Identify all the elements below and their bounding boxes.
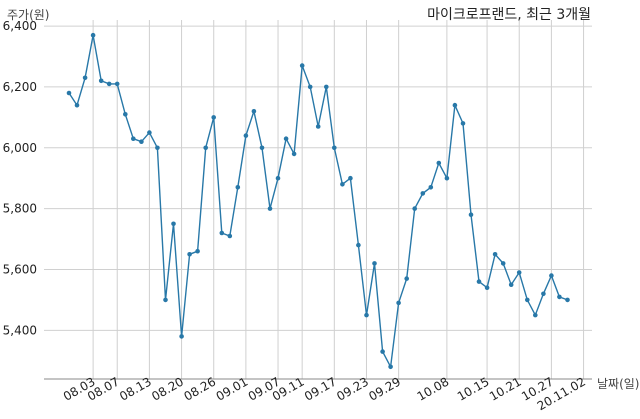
y-axis-title: 주가(원) [7,8,49,22]
y-tick-label: 5,800 [3,202,37,216]
x-tick-labels: 08.0308.0708.1308.2008.2609.0109.0709.11… [61,374,588,413]
y-gridlines [44,25,592,331]
data-point [541,291,546,297]
data-point [557,294,562,300]
data-point [163,297,168,303]
data-point [227,233,233,239]
data-point [332,145,337,151]
data-point [356,242,361,248]
data-point [187,252,192,257]
data-point [315,124,321,129]
data-point [508,282,514,288]
data-point [412,206,418,211]
data-point [307,84,313,90]
data-point [492,252,498,257]
data-point [114,81,120,87]
y-tick-label: 5,600 [3,262,37,276]
data-point [106,81,112,87]
data-point [404,276,410,281]
data-point [195,248,200,254]
data-point [98,78,104,84]
price-points [66,32,570,370]
data-point [235,185,241,190]
data-point [476,279,482,284]
data-point [364,312,369,318]
data-point [219,230,225,236]
data-point [324,84,329,90]
data-point [267,206,273,211]
data-point [211,115,216,120]
data-point [348,175,353,181]
data-point [436,160,442,166]
data-point [82,75,88,81]
data-point [444,175,450,181]
data-point [388,364,393,370]
data-point [516,270,522,275]
data-point [66,90,72,96]
data-point [428,185,434,190]
data-point [549,273,554,278]
data-point [525,297,530,303]
data-point [171,221,176,227]
data-point [131,136,136,141]
data-point [372,261,377,266]
data-point [259,145,265,151]
data-point [452,102,458,108]
data-point [283,136,289,141]
x-gridlines [92,20,585,379]
y-tick-label: 6,200 [3,80,37,94]
data-point [340,182,345,187]
data-point [90,32,96,38]
data-point [468,212,474,217]
data-point [460,121,466,126]
data-point [123,112,128,117]
data-point [396,300,401,306]
data-point [179,334,184,339]
y-tick-label: 6,400 [3,19,37,33]
y-tick-label: 5,400 [3,323,37,337]
data-point [500,261,506,266]
price-line [68,35,568,370]
data-point [275,175,281,181]
data-point [533,312,538,318]
data-point [155,145,160,151]
chart-title: 마이크로프랜드, 최근 3개월 [427,7,591,23]
data-point [380,349,385,354]
data-point [139,139,144,144]
data-point [484,285,490,291]
x-axis-title: 날짜(일) [597,377,639,391]
y-tick-labels: 5,400 5,600 5,800 6,000 6,200 6,400 [3,19,37,337]
data-point [291,151,297,157]
data-point [251,109,257,114]
data-point [243,133,249,138]
data-point [565,297,570,303]
data-point [74,102,80,108]
data-point [420,191,426,196]
y-tick-label: 6,000 [3,141,37,155]
data-point [147,130,152,135]
data-point [203,145,208,151]
data-point [299,63,305,68]
